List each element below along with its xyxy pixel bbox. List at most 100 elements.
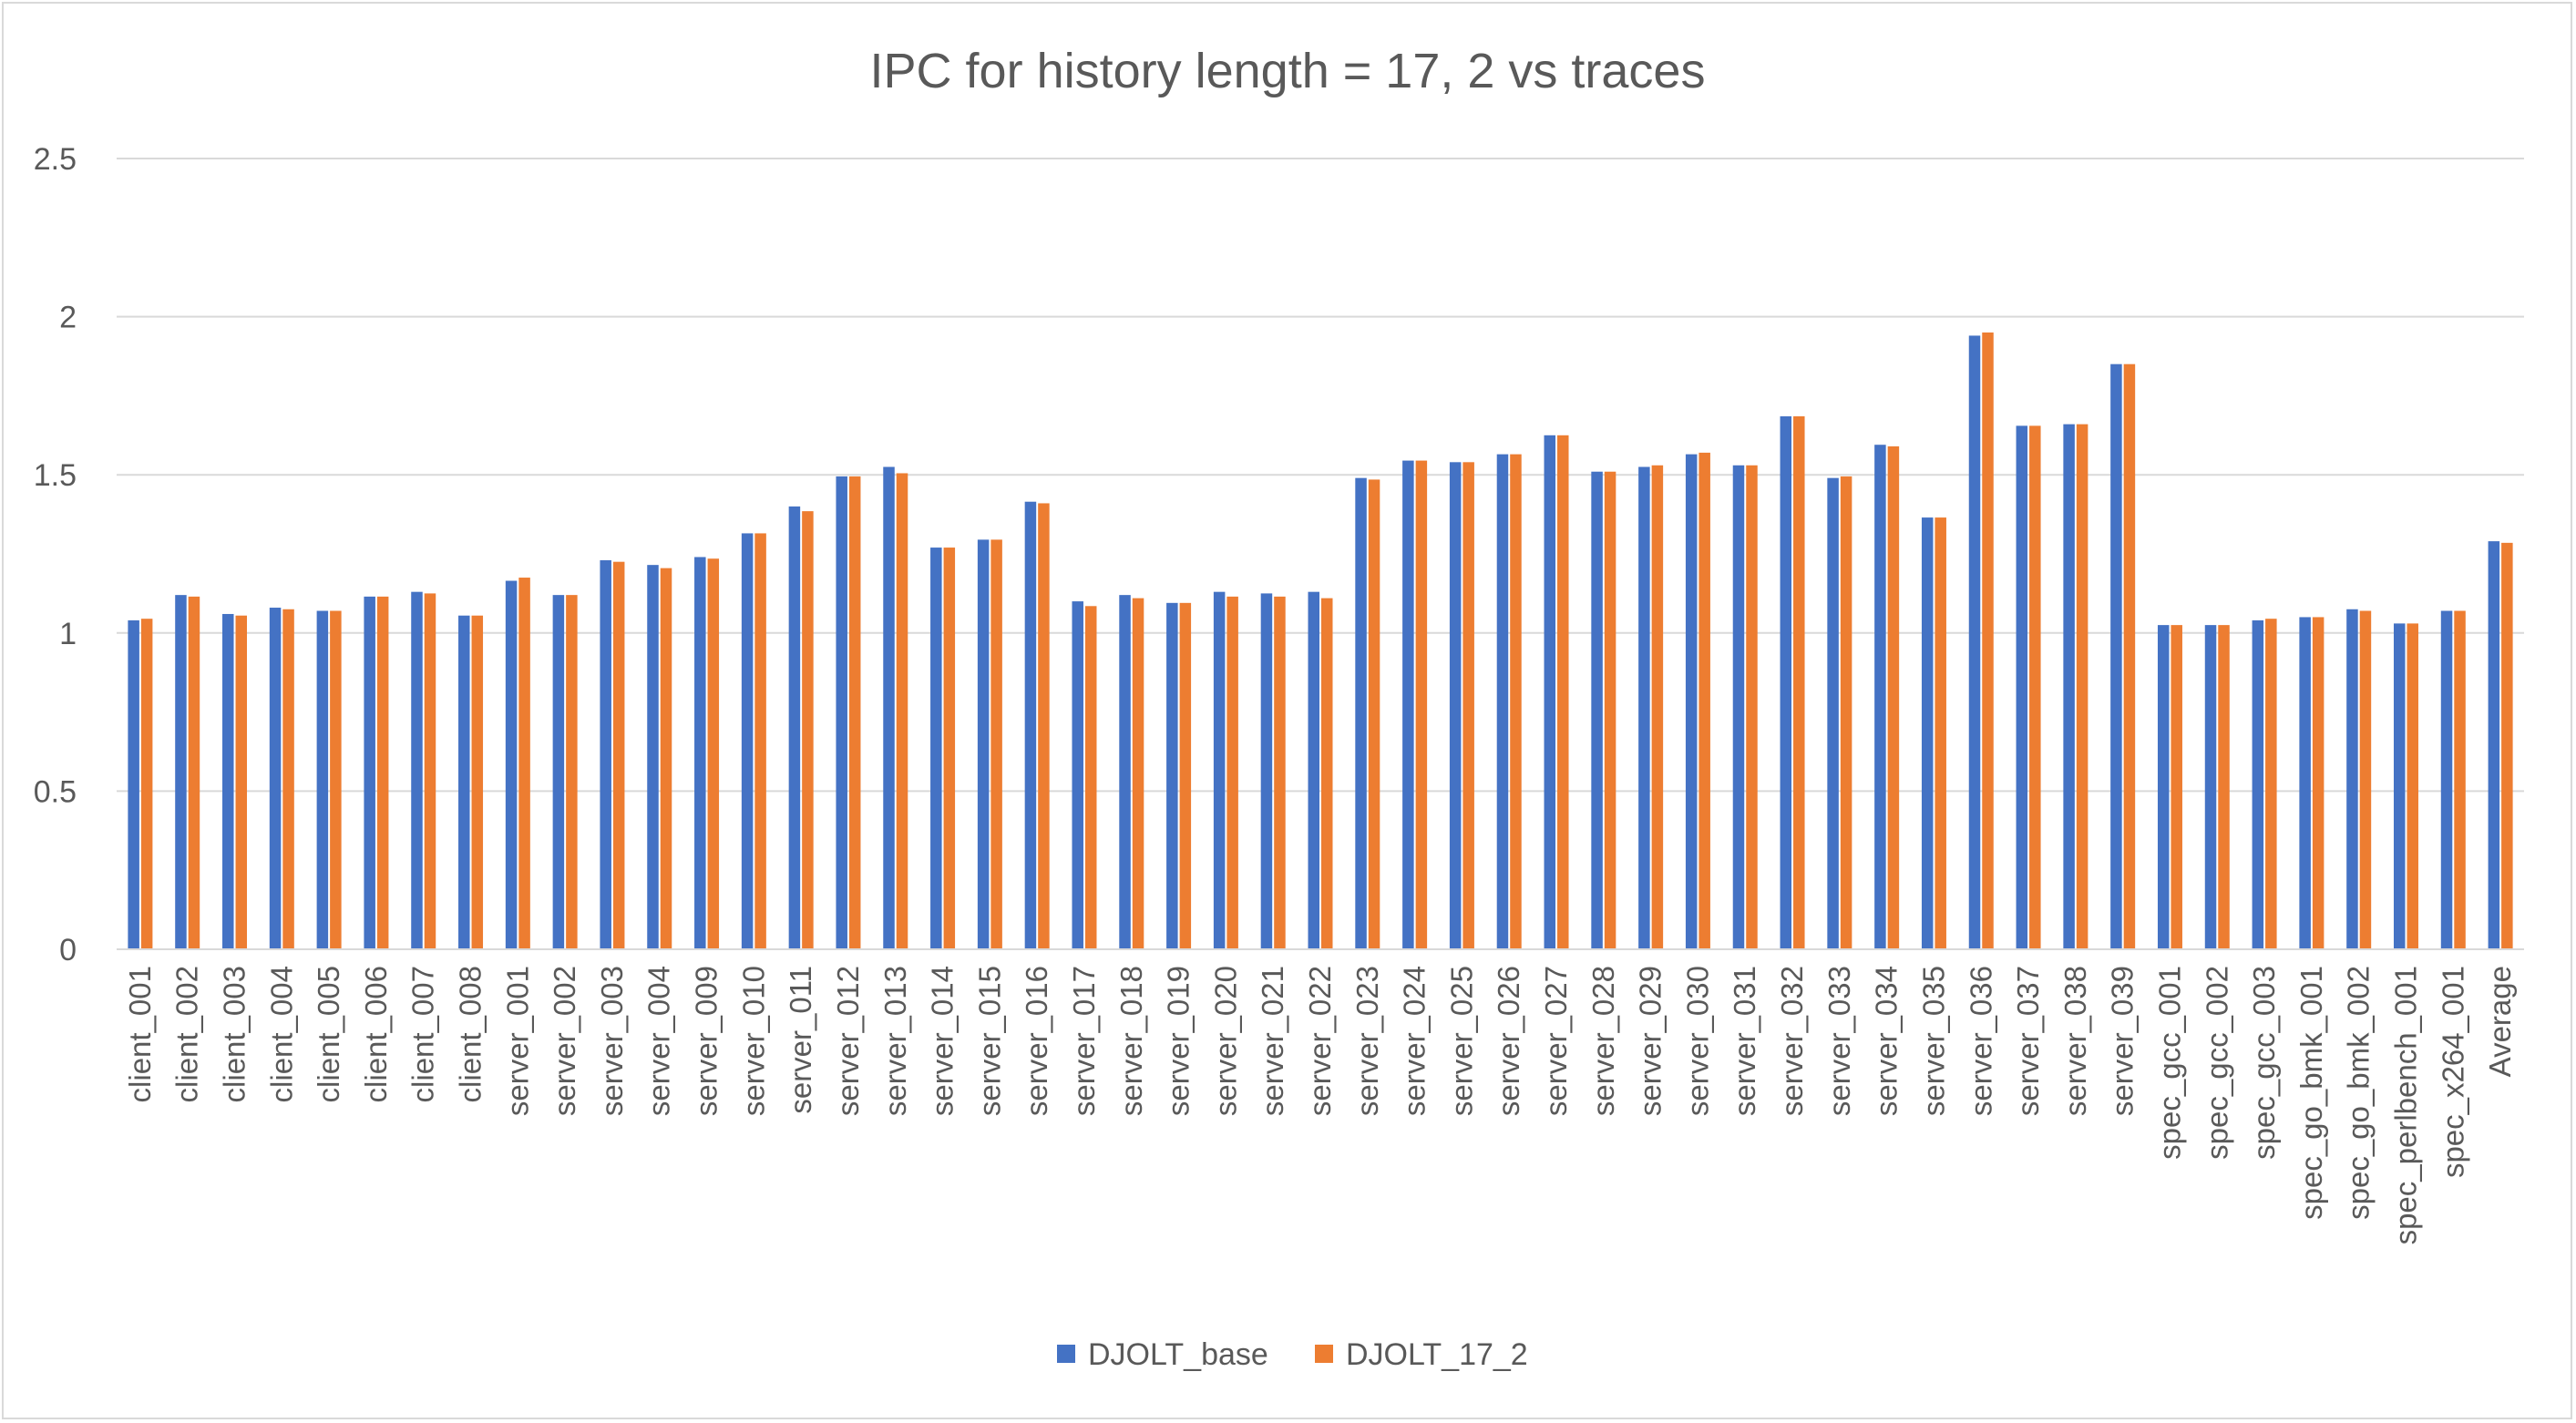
legend-label: DJOLT_17_2 <box>1346 1337 1528 1372</box>
bar-DJOLT_17_2-Average <box>2501 542 2513 949</box>
bar-DJOLT_base-client_002 <box>175 595 187 949</box>
bar-DJOLT_base-server_037 <box>2016 425 2028 949</box>
bar-DJOLT_base-server_034 <box>1874 445 1886 949</box>
x-tick-label: server_015 <box>972 966 1006 1116</box>
bar-DJOLT_17_2-server_035 <box>1935 517 1946 949</box>
x-tick-label: server_018 <box>1114 966 1148 1116</box>
x-tick-label: spec_gcc_001 <box>2152 966 2186 1160</box>
x-tick-label: spec_gcc_003 <box>2247 966 2281 1160</box>
x-tick-label: server_013 <box>878 966 912 1116</box>
x-tick-label: server_020 <box>1208 966 1242 1116</box>
bar-DJOLT_17_2-server_023 <box>1368 479 1380 949</box>
bar-DJOLT_base-server_024 <box>1402 460 1414 949</box>
x-tick-label: server_032 <box>1775 966 1809 1116</box>
x-tick-label: server_022 <box>1303 966 1337 1116</box>
x-tick-label: server_002 <box>548 966 581 1116</box>
bar-DJOLT_17_2-server_033 <box>1840 476 1852 949</box>
y-tick-label: 2.5 <box>34 142 77 177</box>
chart-title: IPC for history length = 17, 2 vs traces <box>870 44 1706 98</box>
bar-DJOLT_base-server_020 <box>1213 591 1226 949</box>
x-tick-label: client_002 <box>170 966 204 1102</box>
bar-DJOLT_base-server_001 <box>505 580 518 949</box>
bar-DJOLT_17_2-spec_go_bmk_002 <box>2359 610 2372 949</box>
bar-DJOLT_base-spec_x264_001 <box>2440 610 2453 949</box>
bar-DJOLT_base-server_031 <box>1732 465 1745 949</box>
bar-DJOLT_base-server_022 <box>1308 591 1319 949</box>
bar-DJOLT_base-server_033 <box>1827 477 1839 949</box>
x-tick-label: server_039 <box>2106 966 2140 1116</box>
x-tick-label: client_001 <box>123 966 157 1102</box>
y-tick-label: 1 <box>59 617 77 651</box>
bar-DJOLT_base-client_005 <box>316 610 329 949</box>
bar-DJOLT_17_2-server_036 <box>1982 332 1994 950</box>
bar-DJOLT_base-server_039 <box>2110 363 2122 949</box>
bar-DJOLT_base-server_036 <box>1968 335 1981 949</box>
x-tick-label: server_021 <box>1256 966 1289 1116</box>
bar-DJOLT_17_2-server_009 <box>707 558 720 949</box>
bar-DJOLT_17_2-spec_perlbench_001 <box>2407 623 2418 949</box>
bar-DJOLT_base-server_038 <box>2063 424 2075 949</box>
legend: DJOLT_base DJOLT_17_2 <box>1057 1337 1528 1372</box>
y-tick-label: 0 <box>59 933 77 967</box>
x-tick-label: server_025 <box>1444 966 1478 1116</box>
bar-DJOLT_17_2-server_030 <box>1699 452 1710 949</box>
bar-DJOLT_17_2-spec_go_bmk_001 <box>2312 617 2325 949</box>
bar-DJOLT_17_2-server_001 <box>518 578 530 949</box>
bar-DJOLT_base-spec_perlbench_001 <box>2393 623 2406 949</box>
bar-DJOLT_17_2-client_005 <box>330 610 342 949</box>
x-tick-label: server_024 <box>1398 966 1432 1116</box>
bar-DJOLT_base-server_019 <box>1166 602 1178 949</box>
x-tick-label: client_007 <box>406 966 440 1102</box>
x-tick-label: server_023 <box>1350 966 1384 1116</box>
bar-DJOLT_17_2-server_038 <box>2076 424 2089 949</box>
bar-DJOLT_base-server_012 <box>836 476 847 949</box>
bar-DJOLT_base-server_014 <box>930 548 942 949</box>
bar-DJOLT_17_2-server_011 <box>802 511 814 949</box>
x-tick-label: server_033 <box>1822 966 1856 1116</box>
bar-DJOLT_base-spec_gcc_001 <box>2157 625 2170 949</box>
bar-DJOLT_17_2-server_012 <box>848 476 861 949</box>
x-tick-label: server_010 <box>736 966 770 1116</box>
bars <box>128 332 2513 950</box>
x-tick-label: server_028 <box>1586 966 1620 1116</box>
bar-DJOLT_base-server_015 <box>977 539 990 949</box>
bar-DJOLT_17_2-server_020 <box>1226 596 1238 949</box>
bar-DJOLT_base-Average <box>2488 541 2500 949</box>
bar-DJOLT_17_2-server_037 <box>2029 425 2041 949</box>
bar-DJOLT_base-server_025 <box>1449 462 1462 949</box>
gridlines <box>117 158 2524 793</box>
bar-DJOLT_base-client_004 <box>269 608 282 949</box>
bar-DJOLT_17_2-client_006 <box>376 596 389 949</box>
x-tick-label: server_016 <box>1020 966 1053 1116</box>
bar-DJOLT_17_2-server_017 <box>1084 606 1097 949</box>
bar-DJOLT_17_2-server_024 <box>1415 460 1428 949</box>
legend-swatch-DJOLT_base <box>1057 1345 1075 1363</box>
bar-DJOLT_17_2-client_002 <box>188 596 200 949</box>
bar-DJOLT_17_2-server_034 <box>1887 445 1900 949</box>
bar-DJOLT_17_2-server_016 <box>1038 503 1050 949</box>
x-tick-label: spec_perlbench_001 <box>2388 966 2422 1244</box>
bar-DJOLT_17_2-client_008 <box>471 615 484 949</box>
y-axis-ticks: 0 0.5 1 1.5 2 2.5 <box>34 142 77 967</box>
bar-DJOLT_base-spec_gcc_002 <box>2204 625 2217 949</box>
bar-DJOLT_base-server_010 <box>741 533 754 949</box>
x-tick-label: server_027 <box>1539 966 1573 1116</box>
bar-DJOLT_17_2-server_018 <box>1132 598 1144 949</box>
bar-DJOLT_base-client_008 <box>458 615 470 949</box>
x-tick-label: client_005 <box>312 966 345 1102</box>
x-tick-label: spec_go_bmk_001 <box>2294 966 2328 1220</box>
bar-DJOLT_base-server_018 <box>1119 595 1131 949</box>
bar-DJOLT_base-server_009 <box>694 557 706 949</box>
bar-DJOLT_17_2-server_004 <box>660 568 672 949</box>
bar-DJOLT_base-server_035 <box>1921 517 1934 949</box>
bar-DJOLT_17_2-server_013 <box>896 473 908 949</box>
bar-DJOLT_17_2-server_021 <box>1274 596 1286 949</box>
bar-DJOLT_base-client_003 <box>222 613 234 949</box>
x-tick-label: client_008 <box>454 966 487 1102</box>
x-tick-label: client_006 <box>359 966 393 1102</box>
x-tick-label: Average <box>2483 966 2517 1077</box>
x-tick-label: spec_x264_001 <box>2436 966 2469 1178</box>
bar-DJOLT_17_2-server_014 <box>943 548 956 949</box>
bar-DJOLT_base-server_026 <box>1496 454 1509 950</box>
